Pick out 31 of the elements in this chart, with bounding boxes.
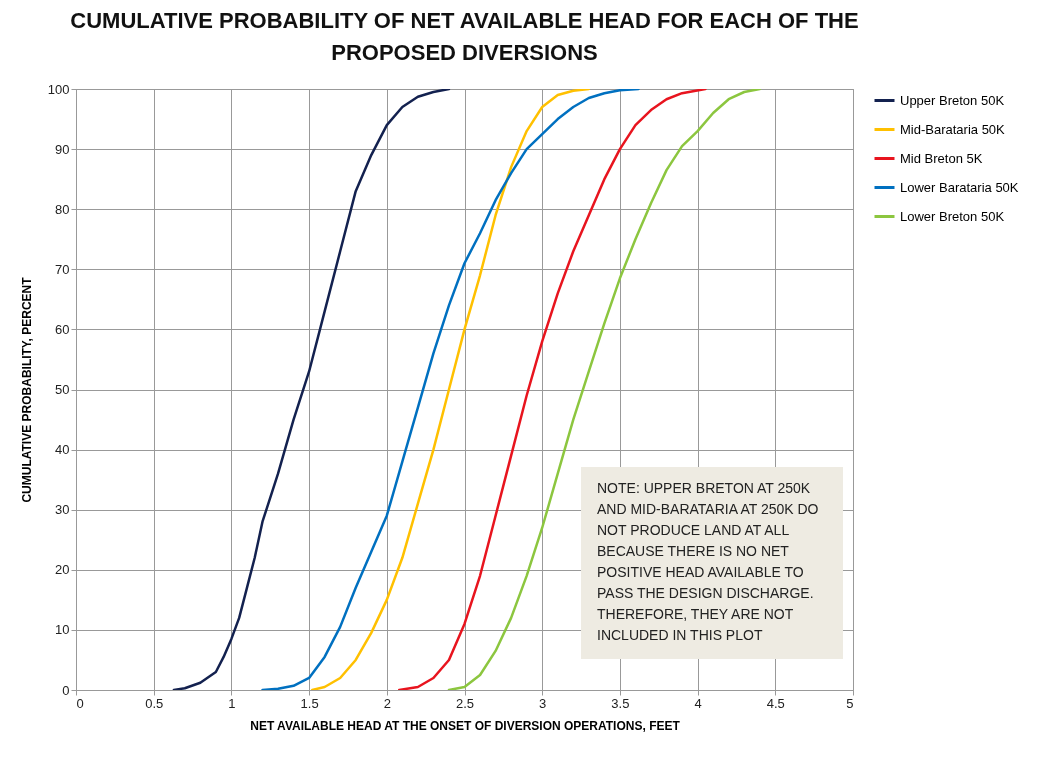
legend-label: Upper Breton 50K xyxy=(900,92,1005,108)
y-tick-label: 80 xyxy=(55,201,70,217)
x-axis-title: NET AVAILABLE HEAD AT THE ONSET OF DIVERSION OPERATIONS, FEET xyxy=(250,718,681,733)
legend-label: Mid Breton 5K xyxy=(900,150,983,166)
x-tick-label: 0 xyxy=(76,695,84,711)
x-tick-label: 3 xyxy=(539,695,547,711)
legend-label: Lower Breton 50K xyxy=(900,208,1005,224)
x-tick-label: 1 xyxy=(228,695,236,711)
y-tick-label: 0 xyxy=(62,682,70,698)
y-tick-label: 20 xyxy=(55,562,70,578)
y-tick-label: 70 xyxy=(55,261,70,277)
x-tick-label: 4.5 xyxy=(766,695,785,711)
y-tick-label: 30 xyxy=(55,502,70,518)
y-tick-label: 10 xyxy=(55,622,70,638)
y-tick-label: 90 xyxy=(55,141,70,157)
x-tick-label: 5 xyxy=(846,695,854,711)
x-tick-label: 3.5 xyxy=(611,695,630,711)
legend-label: Mid-Barataria 50K xyxy=(900,121,1006,137)
x-tick-label: 0.5 xyxy=(145,695,164,711)
legend-label: Lower Barataria 50K xyxy=(900,179,1019,195)
chart-title: CUMULATIVE PROBABILITY OF NET AVAILABLE HEAD FOR EACH OF THE PROPOSED DIVERSIONS xyxy=(70,8,859,65)
x-tick-label: 4 xyxy=(694,695,702,711)
x-tick-label: 1.5 xyxy=(300,695,319,711)
y-axis-title: CUMULATIVE PROBABILITY, PERCENT xyxy=(19,276,34,503)
x-tick-label: 2 xyxy=(383,695,391,711)
x-tick-label: 2.5 xyxy=(455,695,475,711)
y-tick-label: 50 xyxy=(55,382,70,397)
y-tick-label: 40 xyxy=(55,442,70,458)
y-tick-label: 60 xyxy=(55,321,70,337)
y-tick-label: 100 xyxy=(47,81,70,97)
annotation: NOTE: UPPER BRETON AT 250K AND MID-BARATARIA AT 250K DO NOT PRODUCE LAND AT ALL BECAUSE THERE IS NO NET POSITIVE HEAD AVAILABLE TO PASS THE DESIGN DISCHARGE. THEREFORE, THEY ARE NOT INCLUDED IN THIS PLOT xyxy=(581,467,843,659)
